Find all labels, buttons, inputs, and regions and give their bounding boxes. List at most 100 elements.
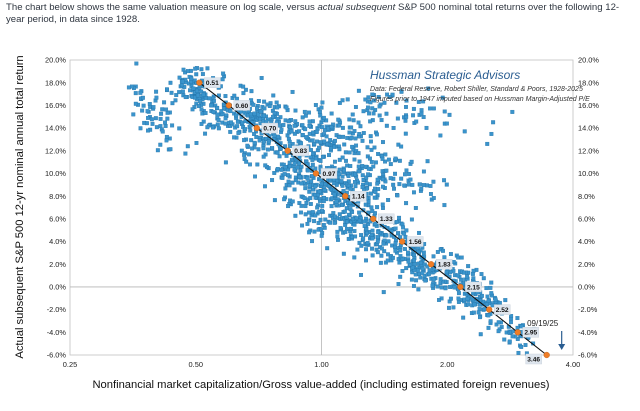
scatter-point [258, 109, 263, 114]
scatter-point [435, 250, 440, 254]
x-axis-label: Nonfinancial market capitalization/Gross… [92, 379, 549, 391]
scatter-point [134, 61, 139, 66]
scatter-point [343, 229, 348, 234]
scatter-point [289, 129, 294, 134]
scatter-point [259, 76, 264, 80]
scatter-point [283, 186, 288, 191]
scatter-point [249, 138, 254, 143]
scatter-point [442, 255, 447, 260]
scatter-point [413, 272, 418, 277]
scatter-point [216, 126, 221, 131]
scatter-point [350, 235, 354, 239]
scatter-point [183, 95, 188, 100]
scatter-point [369, 159, 374, 164]
scatter-point [323, 217, 328, 222]
scatter-point [286, 204, 291, 209]
scatter-point [276, 134, 281, 139]
scatter-point [165, 116, 170, 121]
scatter-point [272, 111, 277, 116]
scatter-point [365, 154, 370, 159]
scatter-point [440, 95, 445, 100]
scatter-point [149, 117, 154, 122]
fit-label-box [204, 77, 221, 88]
scatter-point [248, 112, 253, 117]
scatter-point [275, 150, 280, 155]
scatter-point [491, 120, 496, 125]
scatter-point [162, 100, 167, 105]
fit-label-box [320, 168, 338, 179]
scatter-point [199, 89, 204, 94]
scatter-point [264, 119, 269, 124]
scatter-point [428, 106, 432, 111]
scatter-point [484, 302, 489, 307]
scatter-point [287, 164, 292, 169]
scatter-point [307, 230, 312, 235]
scatter-point [239, 148, 244, 153]
scatter-point [523, 343, 528, 347]
scatter-point [319, 181, 324, 186]
fit-label-box [522, 327, 539, 338]
y-tick-label-left: 16.0% [45, 101, 66, 110]
scatter-point [245, 143, 250, 148]
scatter-point [284, 105, 289, 110]
scatter-point [174, 93, 179, 98]
scatter-point [160, 129, 165, 134]
scatter-point [486, 325, 491, 330]
scatter-point [330, 196, 335, 201]
scatter-point [403, 131, 408, 136]
scatter-point [345, 135, 350, 140]
scatter-point [359, 273, 364, 277]
scatter-point [280, 176, 285, 180]
scatter-point [311, 151, 316, 156]
scatter-point [350, 112, 355, 117]
scatter-point [431, 106, 436, 111]
scatter-point [241, 84, 246, 89]
y-tick-label-left: 6.0% [49, 214, 66, 223]
scatter-point [375, 250, 380, 255]
scatter-point [364, 181, 369, 186]
scatter-point [410, 182, 415, 187]
scatter-point [399, 89, 404, 94]
scatter-point [312, 229, 317, 234]
scatter-point [392, 186, 396, 191]
scatter-point [241, 91, 246, 96]
scatter-point [404, 168, 409, 173]
scatter-point [220, 120, 225, 125]
scatter-point [381, 206, 385, 210]
scatter-point [150, 121, 155, 126]
scatter-point [278, 146, 283, 151]
fit-label: 1.33 [380, 216, 393, 223]
scatter-point [261, 146, 266, 151]
scatter-point [271, 93, 276, 98]
scatter-point [406, 259, 411, 264]
scatter-point [347, 117, 352, 122]
y-tick-label-right: -2.0% [578, 305, 598, 314]
scatter-point [412, 253, 417, 258]
scatter-point [383, 179, 388, 184]
scatter-point [321, 223, 326, 227]
scatter-point [441, 279, 445, 284]
scatter-point [361, 109, 366, 114]
scatter-point [376, 235, 380, 240]
scatter-point [235, 124, 240, 129]
scatter-point [435, 284, 440, 289]
fit-marker [284, 147, 291, 154]
scatter-point [411, 106, 416, 111]
x-tick-label: 0.50 [189, 360, 203, 369]
scatter-point [369, 205, 374, 210]
scatter-point [470, 297, 475, 302]
scatter-point [281, 123, 286, 127]
scatter-point [235, 119, 240, 124]
scatter-point [456, 296, 461, 301]
scatter-point [370, 253, 375, 258]
scatter-point [155, 148, 160, 153]
scatter-point [361, 236, 366, 241]
scatter-point [255, 106, 259, 111]
scatter-point [189, 76, 194, 81]
scatter-point [252, 132, 257, 136]
scatter-point [451, 305, 456, 310]
scatter-point [340, 203, 344, 208]
scatter-point [357, 210, 362, 215]
scatter-point [349, 226, 353, 231]
intro-text-part2: S&P 500 nominal total returns over the f… [6, 2, 620, 26]
